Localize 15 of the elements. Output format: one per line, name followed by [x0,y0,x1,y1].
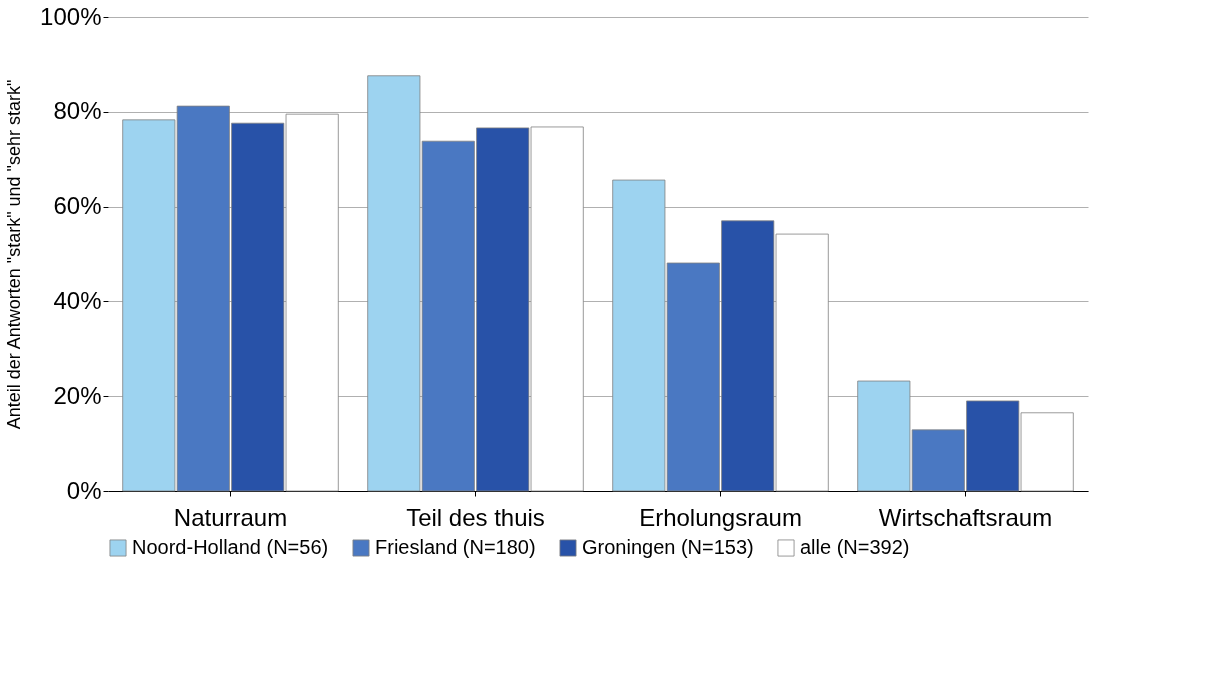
y-tick-label: 0% [66,476,102,504]
y-tick-label: 80% [53,97,102,125]
legend-label: Groningen (N=153) [582,536,754,558]
y-tick-label: 20% [53,381,102,409]
legend-label: alle (N=392) [800,536,910,558]
y-tick-label: 40% [53,286,102,314]
x-tick-label: Teil des thuis [406,503,545,531]
x-tick-label: Erholungsraum [639,503,802,531]
y-axis-title: Anteil der Antworten "stark" und "sehr stark" [4,79,25,430]
y-tick-label: 60% [53,192,102,220]
y-tick-label: 100% [40,2,102,30]
legend-label: Noord-Holland (N=56) [132,536,329,558]
x-tick-label: Wirtschaftsraum [878,503,1053,531]
x-tick-label: Naturraum [173,503,288,531]
legend-label: Friesland (N=180) [375,536,536,558]
